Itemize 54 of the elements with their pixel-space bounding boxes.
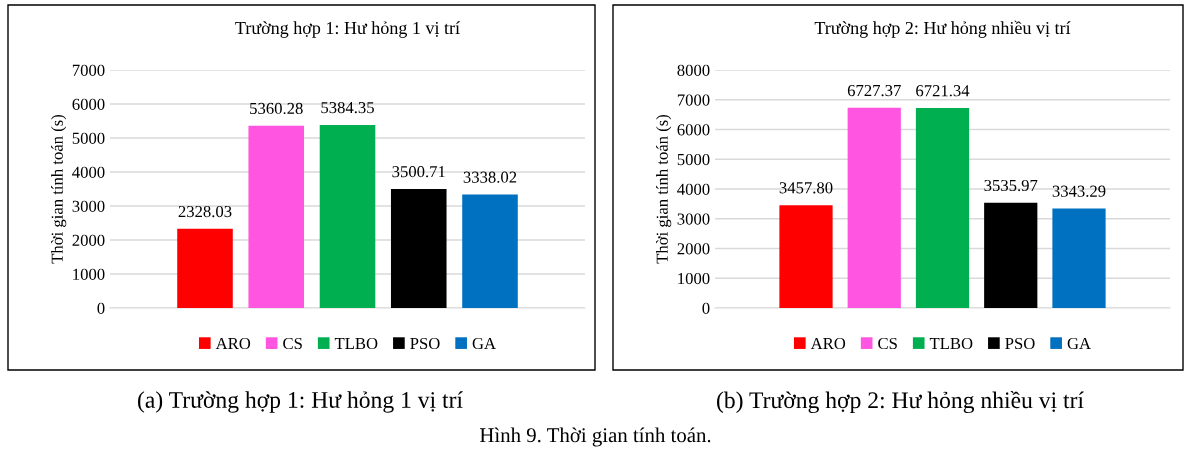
y-tick-label: 0 bbox=[702, 302, 710, 314]
data-label: 3343.29 bbox=[1052, 185, 1106, 197]
y-tick-label: 1000 bbox=[73, 268, 105, 280]
bar bbox=[1052, 208, 1106, 308]
legend-label: PSO bbox=[410, 337, 440, 350]
y-tick-label: 0 bbox=[97, 302, 105, 314]
data-label: 5384.35 bbox=[321, 101, 374, 114]
legend-label: GA bbox=[1067, 337, 1091, 350]
data-label: 2328.03 bbox=[178, 205, 232, 218]
legend-label: CS bbox=[283, 337, 302, 350]
bar bbox=[319, 124, 376, 308]
legend-label: GA bbox=[472, 337, 496, 350]
bar bbox=[248, 125, 305, 308]
bar bbox=[177, 228, 233, 308]
y-tick-label: 3000 bbox=[72, 200, 105, 212]
y-tick-label: 5000 bbox=[72, 132, 105, 144]
data-label: 6727.37 bbox=[847, 84, 901, 97]
text: (b) Trường hợp 2: Hư hỏng nhiều vị trí bbox=[717, 390, 1084, 414]
y-tick-label: 2000 bbox=[72, 234, 105, 246]
bar bbox=[462, 194, 518, 308]
legend-label: ARO bbox=[810, 337, 846, 350]
y-tick-label: 6000 bbox=[72, 98, 105, 110]
chart-title: Trường hợp 2: Hư hỏng nhiều vị trí bbox=[814, 20, 1071, 38]
bar bbox=[984, 202, 1038, 308]
data-label: 3535.97 bbox=[984, 179, 1038, 192]
bar bbox=[915, 108, 970, 308]
legend-label: CS bbox=[878, 337, 897, 350]
y-tick-label: 6000 bbox=[677, 124, 710, 136]
legend-label: ARO bbox=[215, 337, 251, 350]
legend-label: TLBO bbox=[929, 337, 973, 350]
bar bbox=[847, 107, 901, 308]
y-axis-title: Thời gian tính toán (s) bbox=[51, 114, 67, 264]
data-label: 3338.02 bbox=[463, 171, 517, 183]
y-tick-label: 3000 bbox=[677, 213, 710, 225]
data-label: 5360.28 bbox=[250, 102, 303, 115]
y-tick-label: 2000 bbox=[677, 243, 710, 255]
y-tick-label: 1000 bbox=[678, 272, 710, 285]
text: Hình 9. Thời gian tính toán. bbox=[479, 427, 711, 447]
y-tick-label: 4000 bbox=[677, 183, 710, 195]
y-tick-label: 7000 bbox=[72, 64, 105, 76]
bar bbox=[779, 205, 833, 308]
data-label: 6721.34 bbox=[916, 85, 970, 97]
chart-title: Trường hợp 1: Hư hỏng 1 vị trí bbox=[235, 21, 460, 38]
legend-label: PSO bbox=[1005, 337, 1035, 350]
text: (a) Trường hợp 1: Hư hỏng 1 vị trí bbox=[138, 391, 463, 413]
data-label: 3457.80 bbox=[779, 182, 833, 194]
y-tick-label: 4000 bbox=[72, 166, 105, 178]
y-axis-title: Thời gian tính toán (s) bbox=[656, 114, 672, 264]
bar bbox=[390, 188, 447, 308]
legend-label: TLBO bbox=[334, 337, 378, 350]
y-tick-label: 7000 bbox=[677, 94, 710, 106]
y-tick-label: 5000 bbox=[677, 153, 710, 166]
data-label: 3500.71 bbox=[392, 166, 445, 178]
y-tick-label: 8000 bbox=[677, 64, 710, 76]
